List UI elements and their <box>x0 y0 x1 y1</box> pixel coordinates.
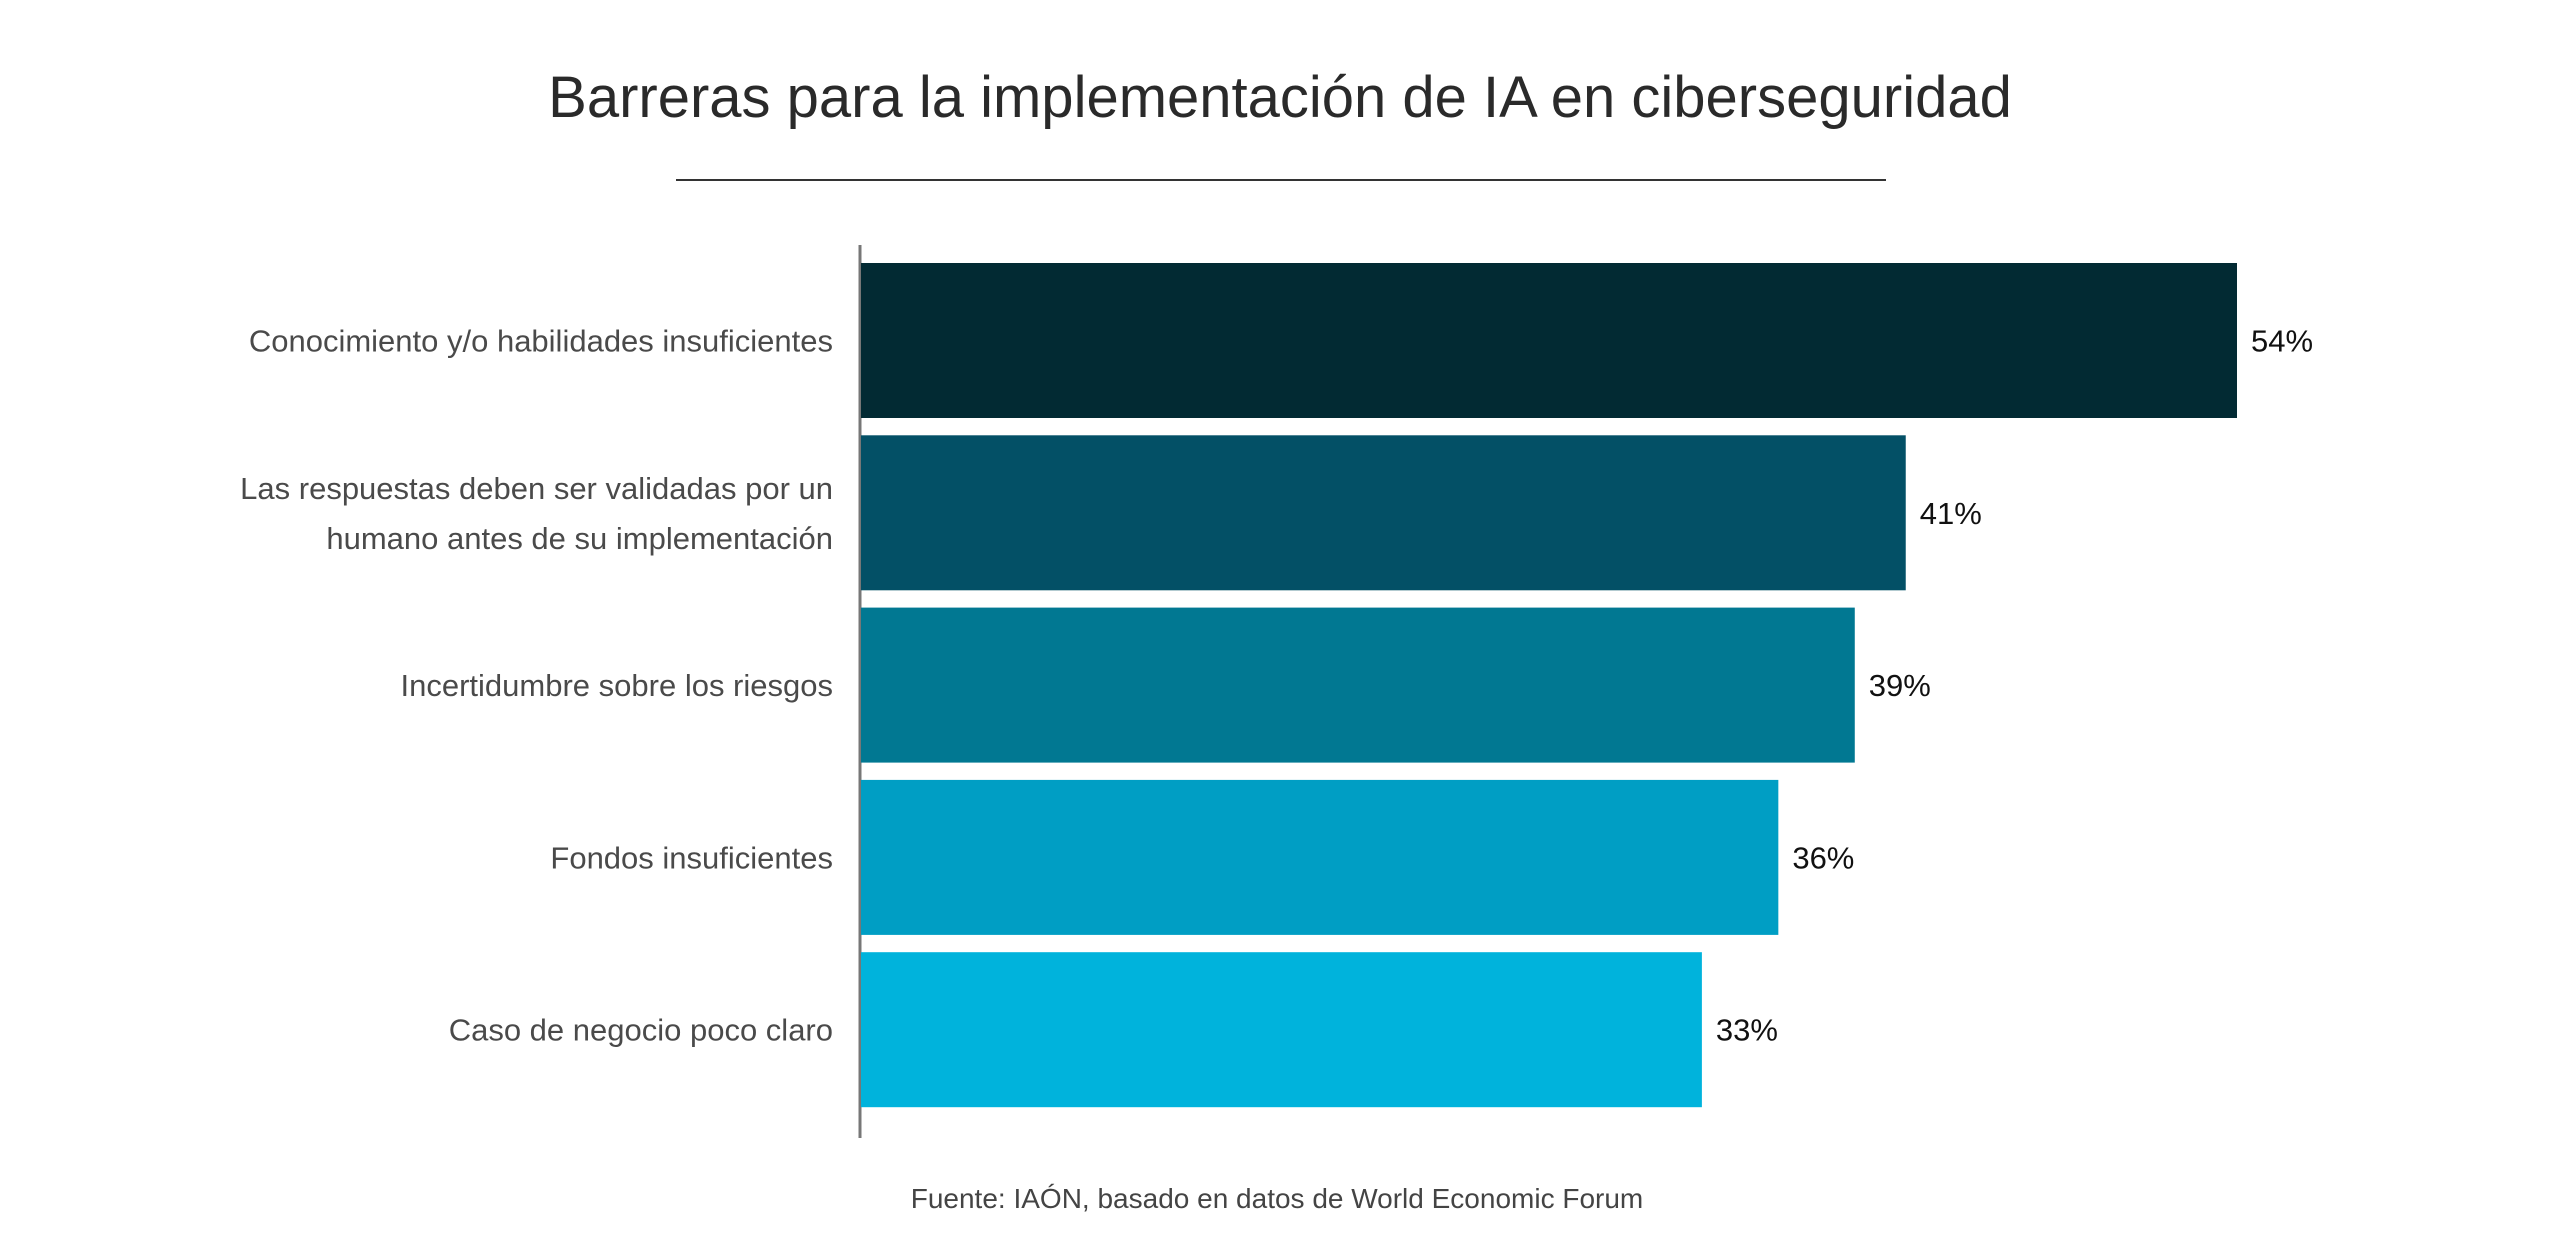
title-divider <box>676 179 1886 181</box>
category-label: Fondos insuficientes <box>550 840 833 875</box>
source-note: Fuente: IAÓN, basado en datos de World E… <box>910 1183 1644 1214</box>
category-label: Incertidumbre sobre los riesgos <box>401 668 833 703</box>
category-label: humano antes de su implementación <box>326 521 833 556</box>
value-label: 39% <box>1869 668 1931 703</box>
category-label: Caso de negocio poco claro <box>449 1013 833 1048</box>
value-label: 41% <box>1920 496 1982 531</box>
value-label: 54% <box>2251 324 2313 359</box>
bar <box>861 607 1855 763</box>
chart-title: Barreras para la implementación de IA en… <box>548 65 2012 130</box>
value-label: 33% <box>1716 1013 1778 1048</box>
category-label: Las respuestas deben ser validadas por u… <box>240 471 833 506</box>
bar <box>861 952 1702 1108</box>
category-label: Conocimiento y/o habilidades insuficient… <box>249 324 833 359</box>
bar <box>861 435 1906 591</box>
value-label: 36% <box>1792 840 1854 875</box>
bar <box>861 263 2237 418</box>
bar <box>861 779 1779 935</box>
